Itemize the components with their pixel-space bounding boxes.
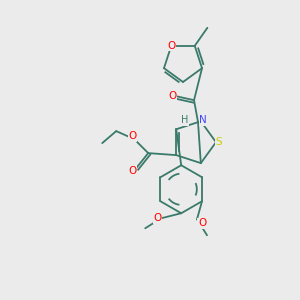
Text: S: S [216, 137, 222, 147]
Text: O: O [167, 41, 176, 51]
Text: O: O [153, 213, 161, 223]
Text: O: O [168, 91, 176, 101]
Text: O: O [128, 166, 136, 176]
Text: O: O [198, 218, 206, 228]
Text: N: N [199, 115, 207, 125]
Text: O: O [128, 131, 136, 141]
Text: H: H [181, 115, 188, 125]
